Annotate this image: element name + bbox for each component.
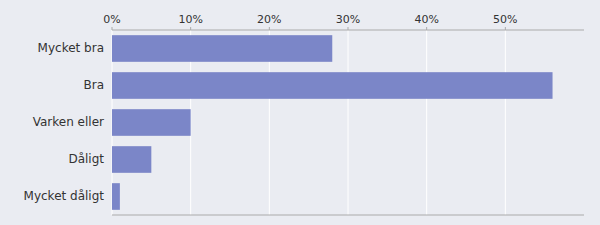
- category-label: Mycket dåligt: [24, 189, 105, 203]
- category-label: Bra: [83, 78, 104, 92]
- chart-svg: 0% 10% 20% 30% 40% 50% Mycket dåligt Dåligt Vark…: [0, 0, 600, 225]
- grid-line: [426, 30, 427, 215]
- bar: [112, 72, 553, 99]
- background: [0, 0, 600, 225]
- bars: [112, 35, 553, 210]
- bar: [112, 146, 151, 173]
- category-label: Dåligt: [68, 152, 104, 166]
- grid-line: [348, 30, 349, 215]
- tick-label: 30%: [336, 13, 360, 26]
- tick-label: 50%: [493, 13, 517, 26]
- category-label: Varken eller: [33, 115, 104, 129]
- tick-label: 10%: [178, 13, 202, 26]
- grid: [112, 30, 505, 215]
- bar: [112, 183, 120, 210]
- bar: [112, 35, 332, 62]
- tick-label: 40%: [414, 13, 438, 26]
- grid-line: [505, 30, 506, 215]
- x-ticks: 0% 10% 20% 30% 40% 50%: [103, 13, 517, 30]
- category-label: Mycket bra: [38, 41, 104, 55]
- chart-container: 0% 10% 20% 30% 40% 50% Mycket dåligt Dåligt Vark…: [0, 0, 600, 225]
- tick-label: 0%: [103, 13, 120, 26]
- tick-label: 20%: [257, 13, 281, 26]
- x-axis-line: [112, 30, 584, 31]
- y-labels: Mycket dåligt Dåligt Varken eller Bra Mycket…: [24, 41, 105, 203]
- bottom-line: [112, 215, 584, 216]
- bar: [112, 109, 191, 136]
